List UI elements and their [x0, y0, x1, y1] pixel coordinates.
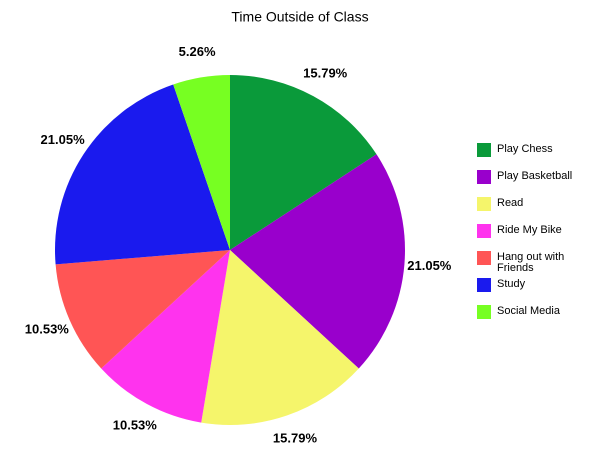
legend-item: Read: [477, 197, 577, 224]
legend-item: Social Media: [477, 305, 577, 332]
pie-slice: [55, 250, 230, 369]
legend-label: Ride My Bike: [497, 224, 562, 236]
data-label: 15.79%: [273, 431, 318, 446]
legend-label: Play Chess: [497, 143, 553, 155]
data-label: 21.05%: [41, 132, 86, 147]
legend-item: Play Chess: [477, 143, 577, 170]
legend-label: Play Basketball: [497, 170, 573, 182]
data-label: 10.53%: [25, 322, 70, 337]
chart-title: Time Outside of Class: [231, 9, 368, 25]
legend-swatch: [477, 170, 491, 184]
pie-slice: [101, 250, 230, 423]
legend-label: Hang out with Friends: [497, 251, 565, 274]
legend: Play Chess Play Basketball Read Ride My Bik…: [477, 143, 577, 332]
data-label: 15.79%: [303, 66, 348, 81]
legend-item: Play Basketball: [477, 170, 577, 197]
legend-swatch: [477, 143, 491, 157]
pie-slice: [54, 84, 230, 265]
legend-swatch: [477, 305, 491, 319]
legend-swatch: [477, 224, 491, 238]
data-label: 21.05%: [407, 258, 452, 273]
pie-slice: [201, 250, 359, 425]
pie-slice: [173, 75, 230, 250]
legend-label: Social Media: [497, 305, 560, 317]
legend-item: Ride My Bike: [477, 224, 577, 251]
data-label: 10.53%: [113, 417, 158, 432]
legend-label: Study: [497, 278, 526, 290]
legend-swatch: [477, 197, 491, 211]
legend-label: Read: [497, 197, 524, 209]
pie-slice: [230, 154, 406, 369]
legend-swatch: [477, 251, 491, 265]
legend-item: Hang out with Friends: [477, 251, 577, 278]
data-label: 5.26%: [179, 44, 216, 59]
legend-item: Study: [477, 278, 577, 305]
legend-swatch: [477, 278, 491, 292]
pie-slice: [230, 75, 377, 250]
